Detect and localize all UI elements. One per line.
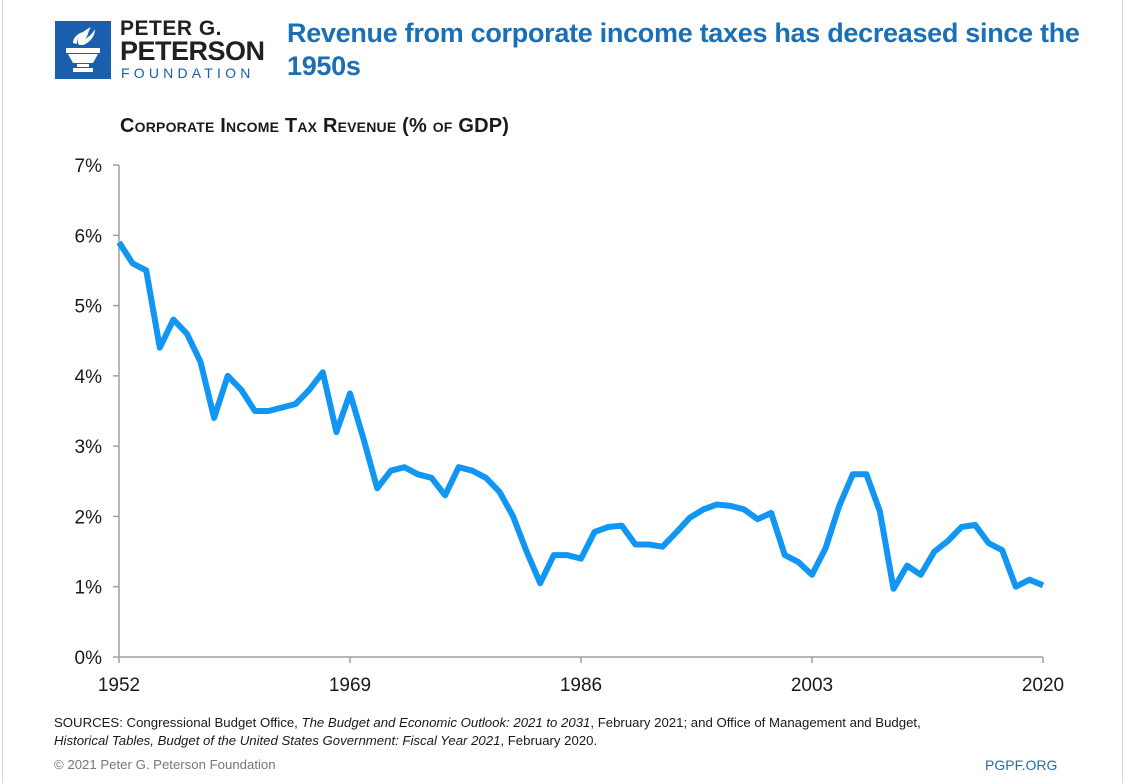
logo-text-line1: PETER G. <box>120 17 223 40</box>
y-tick-label: 4% <box>75 367 103 388</box>
logo-text-line3: FOUNDATION <box>121 65 255 81</box>
x-tick-label: 2003 <box>791 675 833 696</box>
y-tick-label: 0% <box>75 648 103 669</box>
source2-suffix: , February 2020. <box>500 733 598 748</box>
series-line <box>116 240 1045 592</box>
series <box>116 240 1045 592</box>
x-axis-ticks: 1952 1969 1986 2003 2020 <box>98 657 1064 696</box>
y-tick-label: 2% <box>75 507 103 528</box>
site-link[interactable]: PGPF.ORG <box>985 757 1058 773</box>
y-tick-label: 6% <box>75 226 103 247</box>
x-tick-label: 1952 <box>98 675 140 696</box>
torch-icon <box>55 21 111 79</box>
sources-note: SOURCES: Congressional Budget Office, Th… <box>54 714 1104 750</box>
sources-prefix: SOURCES: Congressional Budget Office, <box>54 715 302 730</box>
y-tick-label: 1% <box>75 578 103 599</box>
logo-text-line2: PETERSON <box>120 36 265 66</box>
copyright: © 2021 Peter G. Peterson Foundation <box>54 757 276 772</box>
y-tick-label: 5% <box>75 297 103 318</box>
source1-suffix: , February 2021; and Office of Managemen… <box>590 715 921 730</box>
y-tick-label: 7% <box>75 156 103 177</box>
chart-title: Corporate Income Tax Revenue (% of GDP) <box>120 115 510 137</box>
source1-title: The Budget and Economic Outlook: 2021 to… <box>301 715 591 730</box>
y-axis-ticks: 0% 1% 2% 3% 4% 5% 6% 7% <box>75 156 119 669</box>
source2-title: Historical Tables, Budget of the United … <box>54 733 501 748</box>
x-tick-label: 1969 <box>329 675 371 696</box>
headline: Revenue from corporate income taxes has … <box>287 18 1080 81</box>
x-tick-label: 2020 <box>1022 675 1064 696</box>
x-tick-label: 1986 <box>560 675 602 696</box>
y-tick-label: 3% <box>75 437 103 458</box>
